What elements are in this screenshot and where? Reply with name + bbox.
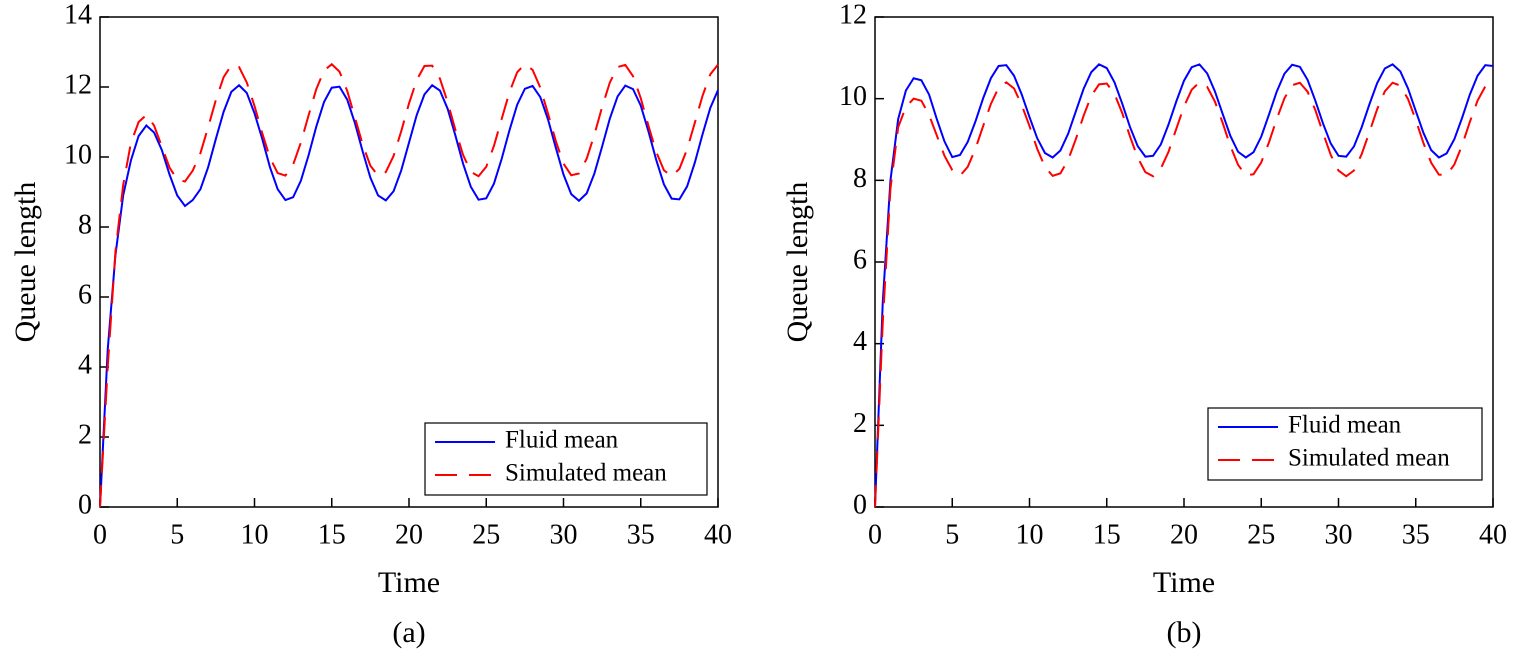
legend-box <box>424 422 708 496</box>
x-tick-label: 15 <box>318 519 346 550</box>
x-tick-label: 5 <box>945 519 959 550</box>
y-tick-label: 4 <box>853 326 867 357</box>
x-tick-label: 5 <box>170 519 184 550</box>
x-axis-label: Time <box>378 566 440 599</box>
subplot: 0 2 4 6 8 10 12 0 5 10 15 20 25 30 35 40 Time Queue lengt… <box>781 0 1507 649</box>
y-tick-label: 10 <box>839 81 867 112</box>
series-line <box>99 83 719 508</box>
series-line <box>874 81 1494 508</box>
y-tick-label: 8 <box>78 209 92 240</box>
x-tick-label: 10 <box>241 519 269 550</box>
y-tick-label: 12 <box>64 69 92 100</box>
x-tick-label: 0 <box>868 519 882 550</box>
x-tick-label: 40 <box>704 519 732 550</box>
y-tick-label: 2 <box>78 419 92 450</box>
x-tick-label: 10 <box>1016 519 1044 550</box>
series-line <box>99 62 719 508</box>
y-tick-label: 6 <box>78 279 92 310</box>
series-line <box>874 63 1494 508</box>
x-tick-label: 30 <box>1325 519 1353 550</box>
x-tick-label: 20 <box>1170 519 1198 550</box>
x-tick-label: 30 <box>550 519 578 550</box>
caption: (a) <box>392 616 425 649</box>
y-tick-label: 2 <box>853 408 867 439</box>
subplot: 0 2 4 6 8 10 12 14 0 5 10 15 20 25 30 35 40 Time Queue len… <box>9 0 732 649</box>
legend-label: Fluid mean <box>1288 412 1402 439</box>
x-tick-label: 35 <box>627 519 655 550</box>
x-tick-label: 15 <box>1093 519 1121 550</box>
x-tick-label: 0 <box>93 519 107 550</box>
legend-label: Simulated mean <box>505 460 667 487</box>
x-tick-label: 25 <box>1247 519 1275 550</box>
x-axis-label: Time <box>1153 566 1215 599</box>
y-tick-label: 0 <box>853 489 867 520</box>
x-tick-label: 40 <box>1479 519 1507 550</box>
legend-box <box>1207 407 1483 481</box>
y-tick-label: 4 <box>78 349 92 380</box>
x-tick-label: 25 <box>472 519 500 550</box>
x-tick-label: 20 <box>395 519 423 550</box>
y-tick-label: 12 <box>839 0 867 30</box>
y-tick-label: 0 <box>78 489 92 520</box>
legend: Fluid mean Simulated mean <box>1207 407 1483 481</box>
y-tick-label: 14 <box>64 0 92 30</box>
x-tick-label: 35 <box>1402 519 1430 550</box>
y-axis-label: Queue length <box>9 182 42 343</box>
legend-label: Simulated mean <box>1288 445 1450 472</box>
y-tick-label: 6 <box>853 244 867 275</box>
y-tick-label: 10 <box>64 139 92 170</box>
caption: (b) <box>1167 616 1202 649</box>
y-axis-label: Queue length <box>781 182 814 343</box>
y-tick-label: 8 <box>853 163 867 194</box>
legend: Fluid mean Simulated mean <box>424 422 708 496</box>
legend-label: Fluid mean <box>505 427 619 454</box>
